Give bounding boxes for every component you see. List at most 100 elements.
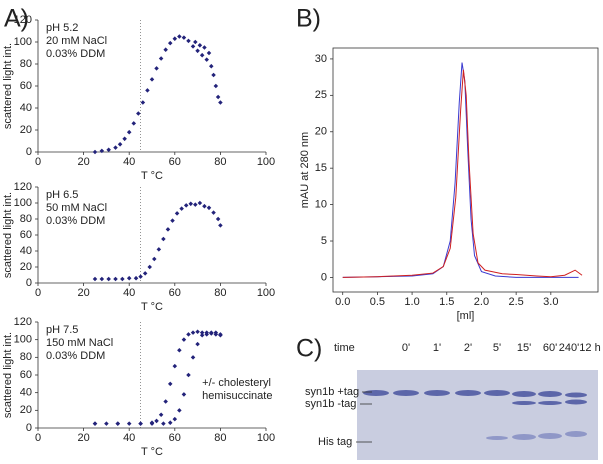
y-tick-label: 15 xyxy=(315,162,327,174)
annotation: pH 7.5 xyxy=(46,324,78,336)
data-point xyxy=(167,420,173,425)
data-point xyxy=(190,355,196,360)
y-tick-label: 25 xyxy=(315,89,327,101)
data-point xyxy=(211,210,216,215)
gel-background xyxy=(357,370,598,460)
data-point xyxy=(92,149,98,155)
y-tick-label: 120 xyxy=(14,316,32,328)
y-tick-label: 60 xyxy=(20,80,32,92)
data-point xyxy=(218,100,223,105)
y-tick-label: 80 xyxy=(20,58,32,70)
data-point xyxy=(126,421,132,426)
data-point xyxy=(154,418,159,424)
lane-label: 15' xyxy=(517,342,531,354)
x-tick-label: 80 xyxy=(214,156,226,168)
data-point xyxy=(142,271,148,276)
y-tick-label: 40 xyxy=(20,102,32,114)
data-point xyxy=(179,206,184,211)
data-point xyxy=(163,399,168,404)
x-axis-label: [ml] xyxy=(457,310,475,322)
data-point xyxy=(152,256,157,262)
annotation: +/- cholesteryl xyxy=(202,377,271,389)
data-point xyxy=(113,145,118,150)
x-tick-label: 20 xyxy=(77,156,89,168)
band-label: His tag xyxy=(318,436,352,448)
y-tick-label: 20 xyxy=(20,404,32,416)
data-point xyxy=(138,421,143,426)
data-point xyxy=(181,35,187,40)
y-tick-label: 20 xyxy=(315,126,327,138)
y-tick-label: 40 xyxy=(20,245,32,257)
data-point xyxy=(199,330,205,335)
data-point xyxy=(104,421,109,426)
panel-label: C) xyxy=(296,335,322,363)
data-point xyxy=(140,100,146,105)
data-point xyxy=(209,330,214,335)
time-label: time xyxy=(334,342,355,354)
data-point xyxy=(92,276,98,282)
data-point xyxy=(149,421,155,426)
data-point xyxy=(177,408,182,413)
data-point xyxy=(131,121,137,126)
data-point xyxy=(177,348,182,353)
data-point xyxy=(213,83,219,89)
data-point xyxy=(163,47,168,52)
data-point xyxy=(133,275,139,281)
data-point xyxy=(158,56,164,61)
y-tick-label: 60 xyxy=(20,369,32,381)
data-point xyxy=(156,247,162,252)
data-point xyxy=(195,329,200,334)
gel: time 0' 1' 2' 5' 15' 60' 240' 12 h syn1b… xyxy=(305,342,601,460)
y-tick-label: 80 xyxy=(20,213,32,225)
y-tick-label: 5 xyxy=(321,235,327,247)
x-tick-label: 20 xyxy=(77,287,89,299)
x-tick-label: 0.0 xyxy=(335,296,350,308)
annotation: hemisuccinate xyxy=(202,390,272,402)
data-point xyxy=(149,77,155,82)
band-arrows xyxy=(356,391,372,443)
data-point xyxy=(147,264,152,270)
data-point xyxy=(202,203,207,209)
data-point xyxy=(165,227,171,232)
data-point xyxy=(172,416,178,422)
data-point xyxy=(145,88,150,93)
x-axis-label: T °C xyxy=(141,446,163,458)
data-point xyxy=(197,43,203,48)
x-tick-label: 40 xyxy=(123,156,135,168)
data-point xyxy=(122,136,127,142)
data-point xyxy=(161,236,166,242)
x-tick-label: 40 xyxy=(123,432,135,444)
data-point xyxy=(92,421,98,426)
x-axis-label: T °C xyxy=(141,301,163,313)
y-tick-label: 60 xyxy=(20,229,32,241)
data-point xyxy=(181,392,187,397)
data-point xyxy=(186,332,191,337)
data-point xyxy=(209,63,214,69)
y-axis-label: mAU at 280 nm xyxy=(299,132,311,208)
annotation: 0.03% DDM xyxy=(46,350,105,362)
annotation: pH 5.2 xyxy=(46,22,78,34)
data-point xyxy=(99,276,105,282)
data-point xyxy=(195,341,200,347)
x-tick-label: 2.0 xyxy=(474,296,489,308)
x-tick-label: 100 xyxy=(257,287,275,299)
x-tick-label: 60 xyxy=(169,287,181,299)
data-point xyxy=(106,276,111,282)
data-point xyxy=(115,421,121,426)
y-tick-label: 30 xyxy=(315,53,327,65)
data-point xyxy=(126,129,132,135)
data-line xyxy=(342,69,583,278)
x-tick-label: 0.5 xyxy=(370,296,385,308)
data-point xyxy=(204,57,209,62)
data-point xyxy=(177,34,182,39)
data-point xyxy=(202,45,207,50)
data-point xyxy=(218,223,223,228)
annotation: 50 mM NaCl xyxy=(46,202,107,214)
lane-label: 60' xyxy=(543,342,557,354)
data-point xyxy=(193,202,198,207)
x-tick-label: 0 xyxy=(35,287,41,299)
y-tick-label: 0 xyxy=(321,271,327,283)
y-axis-label: scattered light int. xyxy=(2,43,14,129)
data-point xyxy=(199,332,205,338)
